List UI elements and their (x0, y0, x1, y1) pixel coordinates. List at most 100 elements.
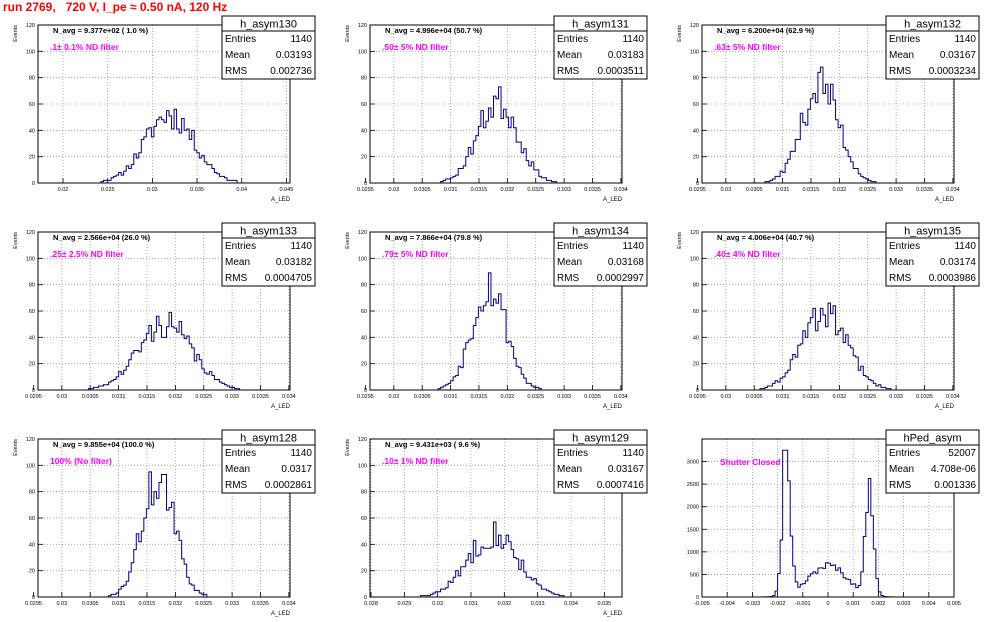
stats-label: Mean (225, 464, 250, 475)
stats-value: 0.0007416 (597, 480, 645, 491)
x-tick-label: -0.004 (719, 601, 735, 607)
stats-value: 0.0317 (281, 464, 312, 475)
y-tick-label: 100 (26, 463, 35, 469)
y-tick-label: 40 (29, 542, 35, 548)
y-tick-label: 120 (690, 23, 699, 29)
x-tick-label: 0.0315 (139, 601, 156, 607)
x-tick-label: 0.0295 (25, 601, 42, 607)
y-tick-label: 2000 (687, 505, 699, 511)
x-tick-label: 0.035 (597, 601, 611, 607)
x-tick-label: 0.02 (58, 187, 69, 193)
filter-label: .63± 5% ND filter (714, 42, 781, 52)
x-tick-label: 0.032 (500, 187, 514, 193)
stats-value: 0.002736 (270, 66, 312, 77)
grid (702, 439, 954, 597)
histogram-pad-h_asym134: 0.0295 0.03 0.0305 0.031 0.0315 0.032 0.0325 0.… (332, 207, 664, 414)
navg-label: N_avg = 4.006e+04 (40.7 %) (717, 233, 815, 242)
stats-box-title: h_asym132 (904, 19, 961, 31)
x-tick-label: 0.033 (889, 187, 903, 193)
filter-label: .25± 2.5% ND filter (50, 249, 124, 259)
stats-value: 0.001336 (934, 480, 976, 491)
stats-value: 1140 (954, 34, 976, 45)
stats-box-title: h_asym129 (572, 433, 629, 445)
y-tick-label: 80 (29, 490, 35, 496)
y-tick-label: 20 (361, 362, 367, 368)
stats-value: 1140 (622, 34, 644, 45)
y-tick-label: 500 (690, 572, 699, 578)
y-tick-label: 60 (361, 102, 367, 108)
stats-box: h_asym132 Entries 1140 Mean 0.03167 RMS 0.0003… (885, 15, 980, 80)
histogram-pad-h_asym132: 0.0295 0.03 0.0305 0.031 0.0315 0.032 0.0325 0.… (664, 0, 996, 207)
x-tick-label: 0.0305 (414, 187, 431, 193)
x-tick-label: 0.03 (432, 601, 443, 607)
filter-label: .79± 5% ND filter (382, 249, 449, 259)
stats-value: 0.0002997 (597, 273, 645, 284)
x-tick-label: 0.0325 (859, 187, 876, 193)
y-tick-label: 120 (26, 230, 35, 236)
stats-box-title: h_asym130 (240, 19, 297, 31)
stats-value: 0.03167 (608, 464, 645, 475)
y-tick-label: 40 (693, 335, 699, 341)
stats-label: RMS (557, 273, 580, 284)
y-tick-label: 80 (693, 76, 699, 82)
x-tick-label: 0.03 (720, 187, 731, 193)
x-tick-label: 0 (826, 601, 829, 607)
x-tick-label: 0.034 (282, 394, 296, 400)
y-tick-label: 60 (29, 102, 35, 108)
x-tick-label: 0.0305 (82, 394, 99, 400)
histogram-pad-h_asym130: 0.02 0.025 0.03 0.035 0.04 0.045 0 20 40 60 80 100 1… (0, 0, 332, 207)
histogram-h_asym131: 0.0295 0.03 0.0305 0.031 0.0315 0.032 0.0325 0.… (345, 15, 648, 203)
stats-value: 0.03183 (608, 50, 645, 61)
y-tick-label: 120 (358, 437, 367, 443)
x-tick-label: 0.028 (364, 601, 378, 607)
x-tick-label: 0.031 (776, 187, 790, 193)
stats-label: RMS (889, 480, 912, 491)
x-tick-label: 0.031 (776, 394, 790, 400)
filter-label: .1± 0.1% ND filter (50, 42, 120, 52)
stats-label: Entries (889, 448, 920, 459)
navg-label: N_avg = 9.431e+03 ( 9.6 %) (385, 440, 481, 449)
y-tick-label: 1000 (687, 550, 699, 556)
y-tick-label: 20 (693, 362, 699, 368)
page-title: run 2769, 720 V, I_pe ≈ 0.50 nA, 120 Hz (3, 0, 228, 14)
stats-box-title: h_asym134 (572, 226, 629, 238)
histogram-pad-h_asym129: 0.028 0.029 0.03 0.031 0.032 0.033 0.034 0.035 0… (332, 414, 664, 621)
x-tick-label: 0.033 (889, 394, 903, 400)
x-tick-label: 0.0335 (584, 187, 601, 193)
histogram-h_asym133: 0.0295 0.03 0.0305 0.031 0.0315 0.032 0.0325 0.… (13, 222, 316, 410)
x-tick-label: 0.0305 (746, 394, 763, 400)
y-tick-label: 40 (29, 335, 35, 341)
y-tick-label: 1500 (687, 527, 699, 533)
navg-label: N_avg = 4.996e+04 (50.7 %) (385, 26, 483, 35)
stats-box: h_asym135 Entries 1140 Mean 0.03174 RMS 0.0003… (885, 222, 980, 287)
x-axis-title: A_LED (603, 404, 623, 410)
x-tick-label: 0.001 (846, 601, 860, 607)
x-tick-label: 0.0315 (139, 394, 156, 400)
x-tick-label: 0.032 (500, 394, 514, 400)
stats-value: 0.0003986 (929, 273, 977, 284)
stats-value: 1140 (622, 448, 644, 459)
stats-value: 0.03182 (276, 257, 313, 268)
grid (370, 439, 622, 597)
stats-value: 0.03167 (940, 50, 977, 61)
x-tick-label: 0.004 (922, 601, 936, 607)
stats-label: Mean (557, 257, 582, 268)
x-axis-title: A_LED (603, 611, 623, 617)
y-tick-label: 100 (26, 49, 35, 55)
x-tick-label: -0.005 (694, 601, 710, 607)
x-axis-title: A_LED (271, 611, 291, 617)
x-tick-label: 0.034 (564, 601, 578, 607)
histogram-pad-hPed_asym: -0.005 -0.004 -0.003 -0.002 -0.001 0 0.001 0.00… (664, 414, 996, 621)
stats-value: 52007 (948, 448, 976, 459)
stats-box-title: h_asym135 (904, 226, 961, 238)
x-tick-label: 0.0325 (527, 187, 544, 193)
grid (370, 25, 622, 183)
x-tick-label: 0.031 (444, 394, 458, 400)
y-axis-title: Events (345, 232, 351, 249)
y-tick-label: 100 (358, 49, 367, 55)
x-tick-label: 0.002 (872, 601, 886, 607)
x-tick-label: 0.032 (832, 394, 846, 400)
x-tick-label: 0.034 (614, 187, 628, 193)
histogram-line (38, 311, 290, 391)
stats-label: RMS (557, 66, 580, 77)
